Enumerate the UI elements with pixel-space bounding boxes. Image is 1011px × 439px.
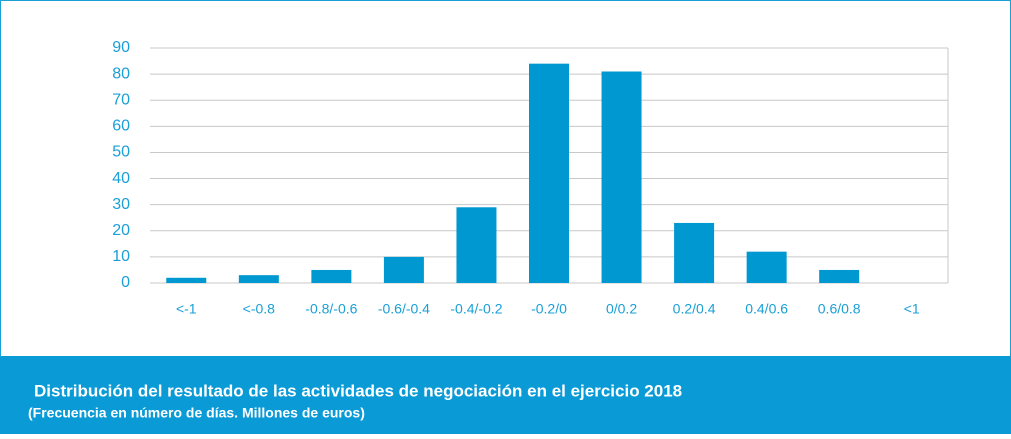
bar: [819, 269, 860, 283]
x-tick-label: -0.2/0: [531, 301, 567, 317]
x-tick-label: <-0.8: [243, 301, 276, 317]
chart-title: Distribución del resultado de las activi…: [34, 381, 682, 400]
x-tick-label: -0.4/-0.2: [450, 301, 502, 317]
chart-subtitle: (Frecuencia en número de días. Millones …: [28, 405, 365, 421]
y-tick-label: 50: [112, 144, 130, 161]
y-tick-label: 10: [112, 248, 130, 265]
bar: [456, 207, 497, 283]
bar: [529, 63, 569, 283]
y-tick-label: 40: [112, 170, 130, 187]
y-tick-label: 30: [112, 196, 130, 213]
x-tick-label: <-1: [176, 301, 197, 317]
bar: [674, 222, 715, 283]
bar: [383, 256, 424, 283]
bar: [746, 251, 787, 283]
x-tick-label: -0.8/-0.6: [305, 301, 357, 317]
x-tick-label: -0.6/-0.4: [378, 301, 430, 317]
y-tick-label: 20: [112, 222, 130, 239]
footer-band: [0, 356, 1011, 434]
bar: [166, 277, 207, 283]
y-tick-label: 70: [112, 91, 130, 108]
x-tick-label: 0.6/0.8: [818, 301, 861, 317]
x-tick-label: 0.2/0.4: [673, 301, 716, 317]
y-tick-label: 60: [112, 118, 130, 135]
y-tick-label: 90: [112, 39, 130, 56]
bar: [311, 269, 352, 283]
bar: [601, 71, 642, 283]
y-tick-label: 0: [121, 274, 130, 291]
y-tick-label: 80: [112, 65, 130, 82]
x-tick-label: 0/0.2: [606, 301, 637, 317]
x-tick-label: 0.4/0.6: [745, 301, 788, 317]
x-tick-label: <1: [904, 301, 920, 317]
bar: [238, 275, 279, 283]
